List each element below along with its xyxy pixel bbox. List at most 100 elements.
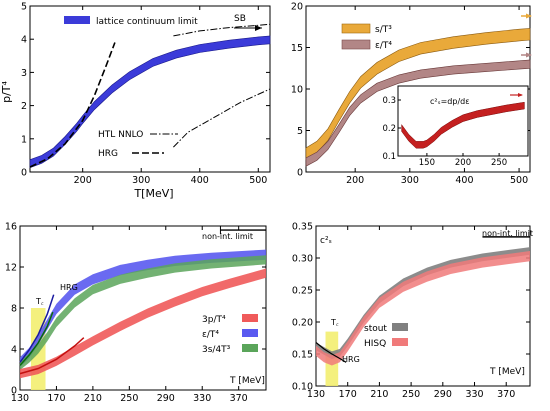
panel4-frame bbox=[315, 225, 531, 387]
p4-xtick-label: 250 bbox=[402, 389, 420, 400]
p3-ytick-label: 12 bbox=[5, 263, 17, 274]
p3-xtick-label: 130 bbox=[11, 393, 29, 404]
series-htl-lower bbox=[173, 88, 271, 148]
panel4-xlabel: T [MeV] bbox=[489, 367, 525, 377]
p3-xtick-label: 370 bbox=[230, 393, 248, 404]
p1-xtick-label: 300 bbox=[132, 175, 150, 186]
p3-ytick-label: 4 bbox=[11, 345, 17, 356]
panel1-legend: lattice continuum limit HTL NNLO HRG bbox=[64, 16, 198, 159]
series-eps-band bbox=[305, 59, 531, 167]
legend-label-htl: HTL NNLO bbox=[98, 130, 143, 140]
panel3-xlabel: T [MeV] bbox=[229, 376, 265, 386]
p1-ytick-label: 0 bbox=[21, 168, 27, 179]
legend-label-3s: 3s/4T³ bbox=[202, 345, 231, 355]
sb-arrowhead-s bbox=[526, 13, 532, 19]
p2-xtick-label: 400 bbox=[455, 175, 473, 186]
inset-xtick-label: 200 bbox=[455, 158, 471, 168]
p4-ytick-label: 0.30 bbox=[292, 254, 313, 265]
hrg-s-line bbox=[19, 311, 54, 366]
panel2-arrows bbox=[521, 13, 532, 58]
legend-label-lattice: lattice continuum limit bbox=[96, 17, 198, 27]
panel4-ylabel: c²ₛ bbox=[320, 236, 332, 246]
series-s-band bbox=[305, 28, 531, 161]
p4-xtick-label: 130 bbox=[307, 389, 325, 400]
p4-xtick-label: 370 bbox=[497, 389, 515, 400]
inset-arrowhead bbox=[518, 93, 523, 97]
panel4-annotations: non-int. limit HRG T꜀ bbox=[330, 229, 533, 364]
inset-xtick-label: 150 bbox=[419, 158, 435, 168]
p1-ytick-label: 1 bbox=[21, 134, 27, 145]
legend-swatch-s bbox=[341, 23, 371, 34]
p3-ytick-label: 16 bbox=[5, 222, 17, 233]
p1-xtick-label: 200 bbox=[74, 175, 92, 186]
panel3-plot: 130 170 210 250 290 330 370 0 4 8 12 16 bbox=[5, 222, 266, 404]
p2-ytick-label: 20 bbox=[291, 2, 303, 13]
p4-xtick-label: 170 bbox=[339, 389, 357, 400]
series-3s-band bbox=[20, 255, 266, 370]
p4-ytick-label: 0.35 bbox=[292, 222, 313, 233]
p4-ytick-label: 0.10 bbox=[292, 382, 313, 393]
p3-xtick-label: 290 bbox=[157, 393, 175, 404]
panel1-plot: 200 300 400 500 0 1 2 3 4 5 bbox=[21, 2, 271, 186]
p4-ytick-label: 0.25 bbox=[292, 286, 313, 297]
legend-label-3p: 3p/T⁴ bbox=[202, 315, 226, 325]
p4-xtick-label: 290 bbox=[434, 389, 452, 400]
p4-ytick-label: 0.20 bbox=[292, 318, 313, 329]
panel3-annotations: non-int. limit HRG T꜀ bbox=[35, 232, 253, 306]
legend-label-hisq: HISQ bbox=[364, 339, 386, 349]
p4-xtick-label: 210 bbox=[370, 389, 388, 400]
p3-xtick-label: 250 bbox=[120, 393, 138, 404]
legend-label-stout: stout bbox=[364, 324, 387, 334]
hrg-eps-line bbox=[19, 294, 55, 363]
nonint-label-4: non-int. limit bbox=[482, 229, 533, 238]
series-stout-band bbox=[316, 247, 530, 360]
legend-swatch-3s bbox=[242, 344, 258, 352]
hrg-label-3: HRG bbox=[60, 283, 78, 292]
p1-ytick-label: 5 bbox=[21, 2, 27, 13]
legend-label-s: s/T³ bbox=[375, 25, 392, 35]
panel4-plot: 130 170 210 250 290 330 370 0.10 0.15 0.20 0.25 0.3… bbox=[292, 222, 530, 400]
legend-swatch-stout bbox=[392, 323, 408, 331]
sb-label: SB bbox=[234, 14, 246, 24]
p3-xtick-label: 170 bbox=[47, 393, 65, 404]
hrg-cs-line bbox=[315, 342, 347, 363]
p2-xtick-label: 300 bbox=[401, 175, 419, 186]
series-hrg bbox=[29, 42, 116, 168]
inset-label: c²ₛ=dp/dε bbox=[430, 97, 470, 106]
p2-ytick-label: 10 bbox=[291, 85, 303, 96]
p1-ytick-label: 2 bbox=[21, 101, 27, 112]
tc-label-3: T꜀ bbox=[35, 297, 44, 306]
sb-arrowhead-eps bbox=[526, 52, 532, 58]
series-htl-upper bbox=[173, 23, 271, 37]
series-hisq-band bbox=[316, 251, 530, 366]
legend-swatch-eps bbox=[341, 39, 371, 50]
p3-xtick-label: 210 bbox=[84, 393, 102, 404]
legend-swatch-hisq bbox=[392, 338, 408, 346]
legend-label-eps3: ε/T⁴ bbox=[202, 330, 219, 340]
series-lattice-band bbox=[29, 35, 271, 169]
panel1-sb: SB bbox=[234, 14, 262, 31]
p2-ytick-label: 15 bbox=[291, 43, 303, 54]
p3-ytick-label: 0 bbox=[11, 386, 17, 397]
panel4-legend: stout HISQ bbox=[364, 323, 408, 349]
series-3p-band bbox=[20, 268, 266, 379]
p4-ytick-label: 0.15 bbox=[292, 350, 313, 361]
p1-ytick-label: 4 bbox=[21, 35, 27, 46]
legend-swatch-eps3 bbox=[242, 329, 258, 337]
hrg-p-line bbox=[19, 337, 85, 375]
panel2-legend: s/T³ ε/T⁴ bbox=[341, 23, 392, 51]
panel3-legend: 3p/T⁴ ε/T⁴ 3s/4T³ bbox=[202, 314, 258, 355]
inset-ytick-label: 0.3 bbox=[382, 96, 396, 106]
p3-ytick-label: 8 bbox=[11, 304, 17, 315]
inset-ytick-label: 0.2 bbox=[382, 124, 396, 134]
legend-swatch-lattice bbox=[64, 16, 90, 24]
inset-box: 150 200 250 0.1 0.2 0.3 c²ₛ=dp/dε bbox=[382, 85, 529, 168]
p2-xtick-label: 200 bbox=[346, 175, 364, 186]
inset-ytick-label: 0.1 bbox=[382, 152, 396, 162]
tc-label-4: T꜀ bbox=[330, 318, 339, 327]
p4-xtick-label: 330 bbox=[465, 389, 483, 400]
nonint-label: non-int. limit bbox=[202, 232, 253, 241]
panel1-ylabel: p/T⁴ bbox=[0, 81, 13, 103]
legend-label-hrg: HRG bbox=[98, 149, 118, 159]
